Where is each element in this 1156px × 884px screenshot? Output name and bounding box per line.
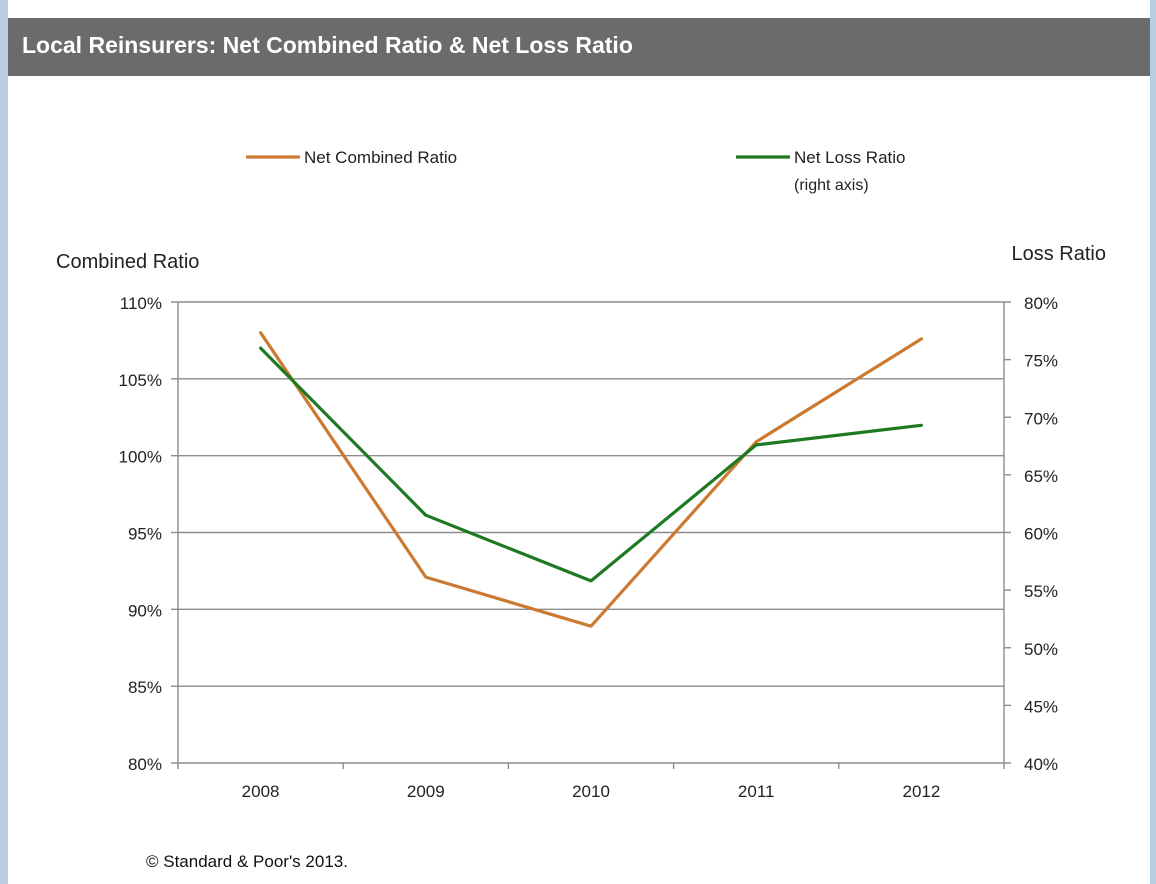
x-tick-label: 2010 bbox=[572, 782, 610, 801]
chart-panel: Local Reinsurers: Net Combined Ratio & N… bbox=[8, 0, 1150, 884]
left-tick-label: 110% bbox=[120, 294, 162, 313]
left-tick-label: 95% bbox=[128, 525, 162, 544]
title-bar: Local Reinsurers: Net Combined Ratio & N… bbox=[8, 18, 1150, 76]
gridlines bbox=[178, 301, 1004, 764]
left-tick-label: 85% bbox=[128, 678, 162, 697]
axes bbox=[171, 301, 1011, 769]
net-combined-ratio-line bbox=[259, 331, 924, 628]
chart-title: Local Reinsurers: Net Combined Ratio & N… bbox=[22, 32, 633, 58]
right-tick-label: 50% bbox=[1024, 640, 1058, 659]
x-tick-label: 2011 bbox=[738, 782, 775, 801]
legend: Net Combined Ratio Net Loss Ratio (right a… bbox=[246, 148, 906, 194]
left-axis-label: Combined Ratio bbox=[56, 251, 199, 273]
right-tick-label: 65% bbox=[1024, 467, 1058, 486]
right-tick-label: 60% bbox=[1024, 525, 1058, 544]
right-tick-label: 40% bbox=[1024, 755, 1058, 774]
right-axis-label: Loss Ratio bbox=[1012, 243, 1107, 265]
x-tick-label: 2008 bbox=[242, 782, 280, 801]
left-tick-label: 105% bbox=[119, 371, 162, 390]
right-tick-label: 55% bbox=[1024, 582, 1058, 601]
legend-label-note: (right axis) bbox=[794, 177, 869, 194]
legend-label: Net Combined Ratio bbox=[304, 148, 457, 167]
right-tick-label: 70% bbox=[1024, 409, 1058, 428]
x-tick-label: 2009 bbox=[407, 782, 445, 801]
tick-labels: 80% 85% 90% 95% 100% 105% 110% 40% 45% 50% 55% 60% 6… bbox=[119, 294, 1059, 801]
right-tick-label: 75% bbox=[1024, 352, 1058, 371]
right-tick-label: 45% bbox=[1024, 697, 1058, 716]
net-loss-ratio-line bbox=[259, 346, 924, 583]
x-tick-label: 2012 bbox=[902, 782, 940, 801]
source-note: © Standard & Poor's 2013. bbox=[146, 852, 348, 871]
left-tick-label: 100% bbox=[119, 448, 162, 467]
legend-label: Net Loss Ratio bbox=[794, 148, 906, 167]
line-chart: 80% 85% 90% 95% 100% 105% 110% 40% 45% 50% 55% 60% 6… bbox=[56, 148, 1107, 801]
left-tick-label: 90% bbox=[128, 601, 162, 620]
series-lines bbox=[259, 331, 924, 628]
right-tick-label: 80% bbox=[1024, 294, 1058, 313]
left-tick-label: 80% bbox=[128, 755, 162, 774]
